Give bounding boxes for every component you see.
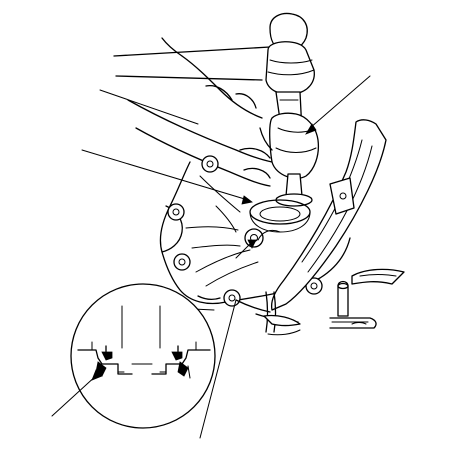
housing-flange: [270, 119, 387, 311]
bolt-boss: [201, 155, 219, 173]
leader-lines: [81, 75, 371, 205]
magnet-part: [351, 268, 405, 285]
lower-hand: [127, 99, 273, 187]
dowel-pin: [329, 280, 377, 329]
upper-hand: [113, 37, 271, 119]
bolt-boss: [223, 289, 241, 307]
lower-bracket: [263, 314, 301, 336]
oil-seal-detail-magnifier: [70, 283, 216, 429]
seal-leader: [51, 369, 103, 417]
transmission-housing: [159, 155, 351, 307]
bolt-boss: [173, 253, 191, 271]
bolt-boss: [167, 203, 185, 221]
seal-driver-tool-icon: [269, 112, 320, 207]
